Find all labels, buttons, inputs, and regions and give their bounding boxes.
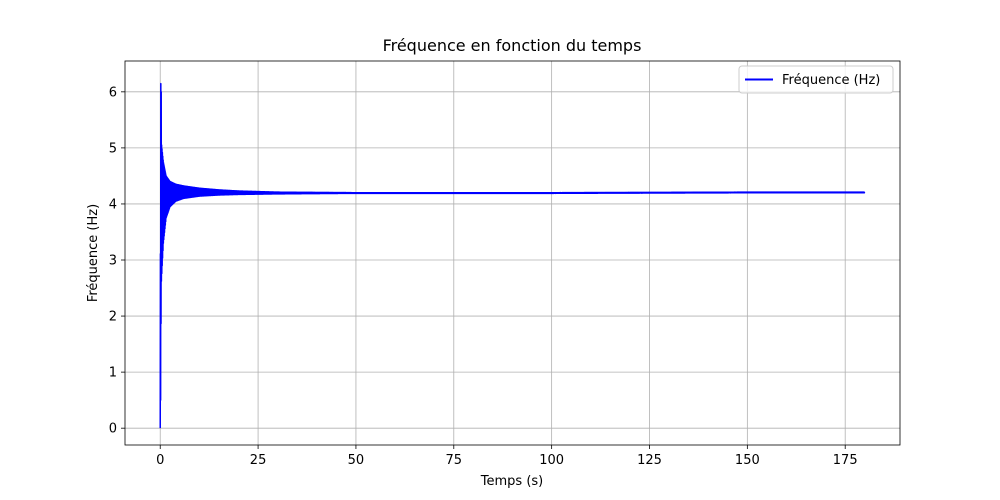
chart-title: Fréquence en fonction du temps — [383, 36, 642, 55]
y-tick-label: 0 — [109, 422, 117, 437]
y-tick-label: 5 — [109, 141, 117, 156]
grid — [125, 61, 900, 445]
y-tick-label: 2 — [109, 310, 117, 325]
x-tick-label: 125 — [637, 453, 662, 468]
legend-box — [738, 65, 894, 94]
y-axis-label: Fréquence (Hz) — [86, 204, 101, 302]
x-tick-label: 100 — [539, 453, 564, 468]
y-tick-label: 6 — [109, 85, 117, 100]
legend-label-frequence: Fréquence (Hz) — [782, 73, 880, 88]
y-tick-label: 1 — [109, 366, 117, 381]
legend: Fréquence (Hz) — [738, 65, 894, 94]
x-tick-label: 50 — [348, 453, 365, 468]
x-tick-label: 150 — [735, 453, 760, 468]
series-line-frequence — [159, 82, 866, 429]
y-tick-label: 4 — [109, 197, 117, 212]
axes: 0 25 50 75 100 125 150 175 0 1 2 3 4 5 6 — [109, 60, 901, 468]
series-layer — [159, 82, 866, 429]
x-tick-label: 0 — [156, 453, 164, 468]
x-tick-label: 25 — [250, 453, 267, 468]
plot-frame — [124, 60, 901, 446]
x-axis-label: Temps (s) — [480, 474, 543, 489]
x-tick-label: 75 — [446, 453, 463, 468]
y-tick-label: 3 — [109, 254, 117, 269]
x-tick-label: 175 — [833, 453, 858, 468]
